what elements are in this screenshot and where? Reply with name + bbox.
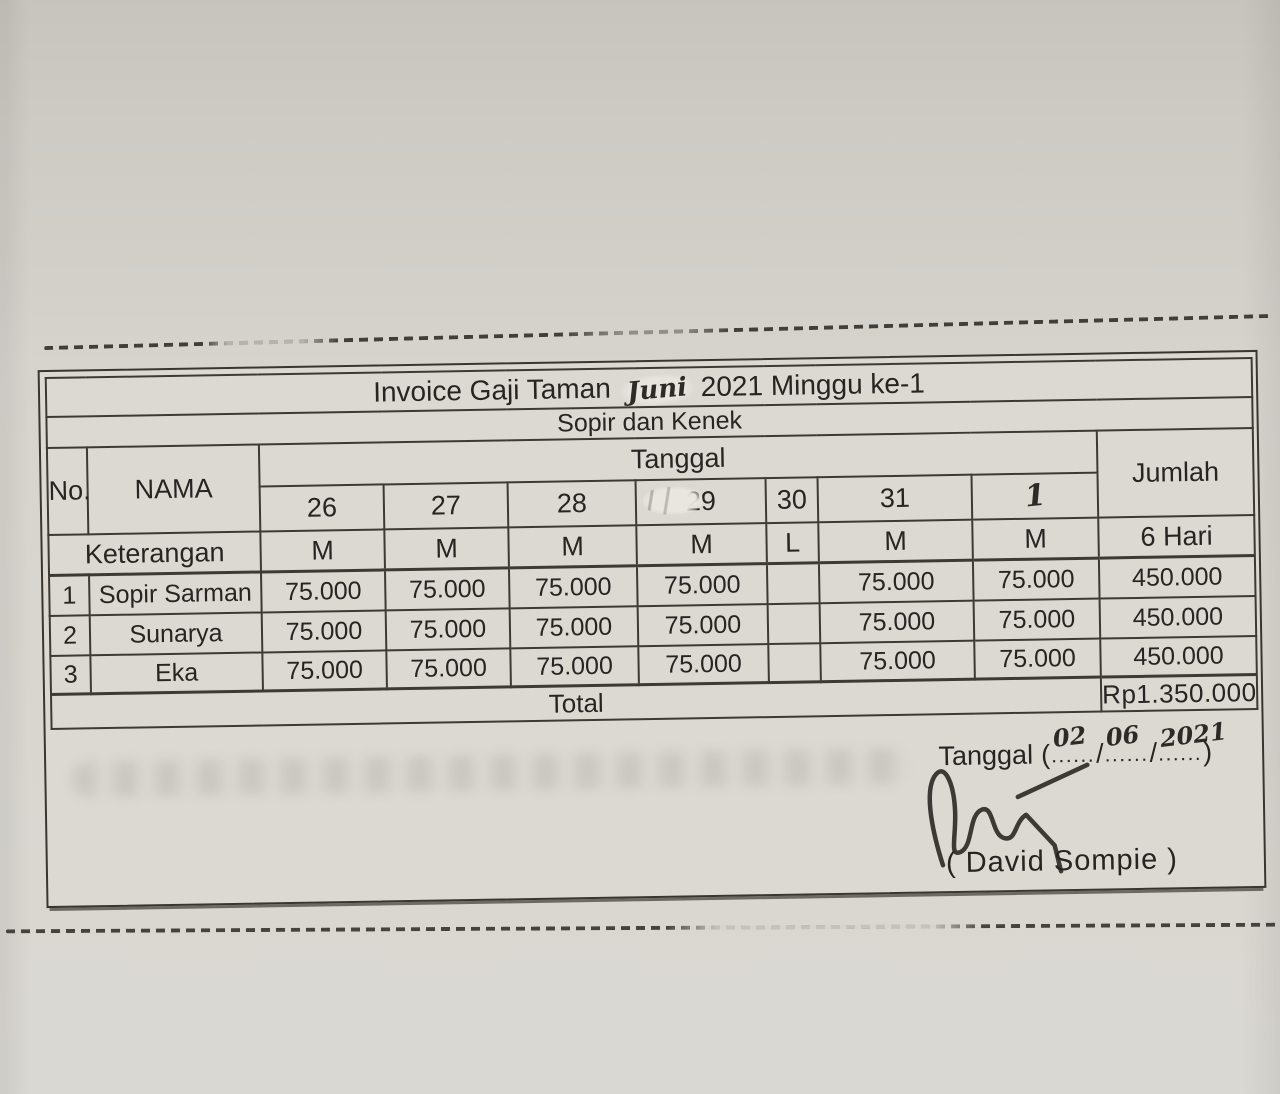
salary-cell: 75.000 (261, 610, 387, 653)
salary-cell: 75.000 (384, 567, 510, 611)
keterangan-mark: M (508, 525, 637, 568)
keterangan-jumlah: 6 Hari (1098, 514, 1255, 559)
salary-cell: 75.000 (261, 569, 386, 613)
keterangan-mark: M (818, 519, 973, 563)
date-header: 29 (635, 478, 767, 526)
date-header-label: 29 (685, 485, 717, 517)
keterangan-mark: M (972, 517, 1099, 561)
salary-cell: 75.000 (818, 560, 974, 604)
title-month-handwritten: Juni (619, 371, 694, 408)
date-header: 27 (383, 482, 509, 530)
salary-cell: 75.000 (637, 604, 769, 647)
salary-cell (766, 562, 820, 605)
signature-scribble (927, 762, 1090, 874)
total-value: Rp1.350.000 (1100, 674, 1258, 712)
perforation-line-bottom (5, 922, 1277, 934)
salary-cell: 75.000 (509, 606, 639, 649)
handwritten-day: 02 (1051, 720, 1088, 754)
salary-cell: 75.000 (636, 563, 768, 607)
keterangan-mark: M (260, 529, 385, 572)
salary-cell: 75.000 (819, 600, 975, 644)
row-total: 450.000 (1099, 595, 1257, 639)
date-header: 30 (765, 477, 819, 524)
salary-cell: 75.000 (510, 646, 639, 687)
worker-name: Sunarya (89, 612, 263, 656)
worker-name: Eka (90, 652, 263, 694)
date-separator: / (1149, 737, 1158, 768)
row-total: 450.000 (1100, 635, 1257, 678)
header-no: No. (46, 447, 91, 535)
bleed-through-smudge (71, 747, 912, 798)
row-number: 2 (49, 615, 91, 656)
header-jumlah: Jumlah (1096, 428, 1255, 518)
salary-cell: 75.000 (974, 638, 1101, 680)
perforation-line-top (44, 313, 1272, 351)
salary-cell: 75.000 (385, 608, 511, 651)
keterangan-label: Keterangan (48, 531, 262, 576)
worker-name: Sopir Sarman (89, 571, 262, 616)
row-number: 1 (49, 574, 90, 616)
keterangan-mark: M (636, 523, 767, 566)
date-blank-year: ...... 2021 (1158, 716, 1228, 769)
row-number: 3 (50, 655, 91, 695)
salary-cell (768, 643, 821, 683)
invoice-box: Invoice Gaji Taman Juni 2021 Minggu ke-1 S… (37, 349, 1267, 909)
salary-cell: 75.000 (820, 640, 975, 682)
salary-cell: 75.000 (262, 650, 387, 691)
title-suffix: 2021 Minggu ke-1 (700, 366, 926, 402)
salary-cell: 75.000 (973, 598, 1101, 641)
keterangan-mark: M (384, 527, 509, 570)
row-total: 450.000 (1098, 555, 1256, 599)
keterangan-mark: L (766, 522, 819, 564)
date-header: 28 (507, 480, 637, 528)
salary-cell (767, 603, 821, 645)
date-header: 31 (817, 474, 973, 523)
invoice-table: Invoice Gaji Taman Juni 2021 Minggu ke-1 S… (45, 357, 1259, 730)
title-prefix: Invoice Gaji Taman (372, 372, 611, 408)
salary-cell: 75.000 (638, 644, 769, 685)
handwritten-month: 06 (1104, 719, 1142, 753)
salary-cell: 75.000 (972, 558, 1100, 601)
header-nama: NAMA (86, 444, 261, 535)
date-header-handwritten: 1 (971, 472, 1099, 520)
signature-name: ( David Sompie ) (945, 843, 1179, 880)
salary-cell: 75.000 (508, 565, 638, 609)
date-header: 26 (259, 484, 385, 532)
salary-cell: 75.000 (386, 648, 511, 689)
handwritten-year: 2021 (1158, 716, 1229, 753)
handwritten-date-1: 1 (1022, 477, 1048, 515)
